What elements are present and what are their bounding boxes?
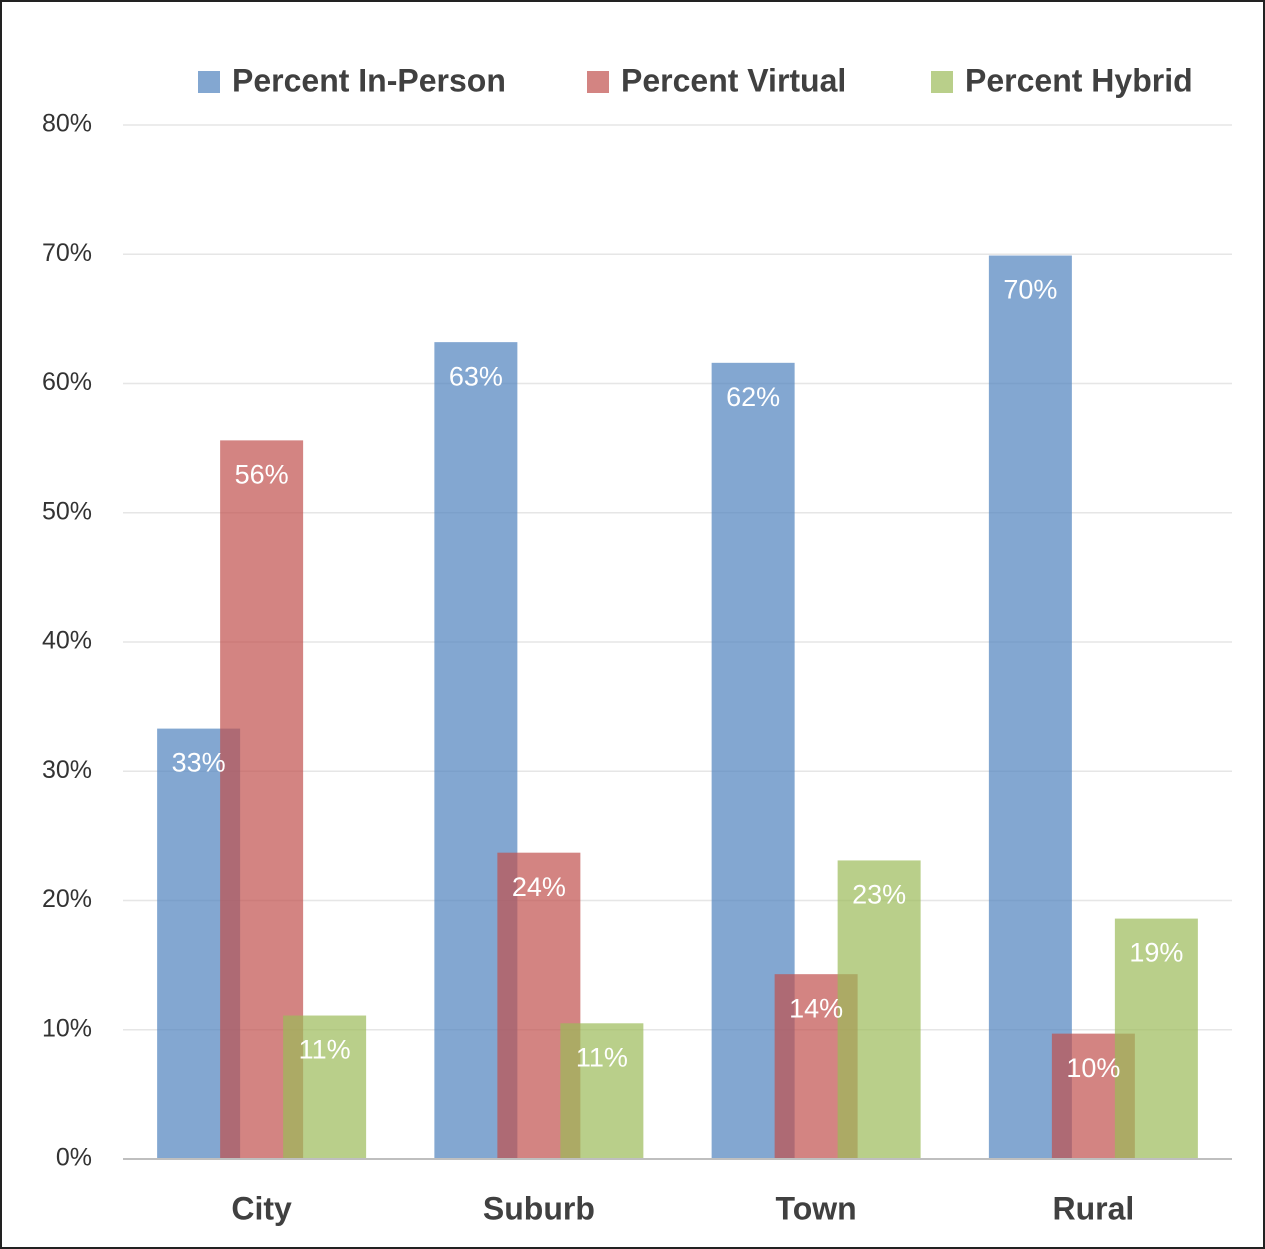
legend-swatch — [587, 71, 609, 93]
bar — [988, 255, 1072, 1160]
data-label: 11% — [299, 1035, 351, 1065]
bar — [283, 1015, 367, 1159]
legend-label: Percent Hybrid — [965, 62, 1193, 98]
data-label: 23% — [852, 880, 906, 910]
data-label: 14% — [789, 993, 843, 1023]
y-tick-label: 10% — [42, 1014, 92, 1042]
data-label: 63% — [449, 361, 503, 391]
data-label: 33% — [172, 748, 226, 778]
y-tick-label: 0% — [56, 1144, 92, 1172]
y-tick-label: 70% — [42, 239, 92, 267]
x-tick-label: City — [231, 1190, 292, 1226]
legend-swatch — [198, 71, 220, 93]
x-tick-label: Town — [776, 1190, 857, 1226]
data-label: 62% — [726, 382, 780, 412]
data-label: 24% — [512, 872, 566, 902]
y-tick-label: 30% — [42, 756, 92, 784]
data-label: 19% — [1129, 938, 1183, 968]
x-tick-label: Rural — [1052, 1190, 1134, 1226]
y-tick-label: 40% — [42, 627, 92, 655]
y-tick-label: 50% — [42, 497, 92, 525]
legend-swatch — [931, 71, 953, 93]
bar — [1114, 918, 1198, 1159]
bar — [560, 1023, 644, 1159]
data-label: 10% — [1066, 1053, 1120, 1083]
bar — [837, 860, 921, 1159]
y-tick-label: 20% — [42, 885, 92, 913]
y-tick-label: 60% — [42, 368, 92, 396]
x-tick-label: Suburb — [483, 1190, 595, 1226]
data-label: 70% — [1003, 275, 1057, 305]
legend-label: Percent Virtual — [621, 62, 846, 98]
data-label: 56% — [235, 459, 289, 489]
y-tick-label: 80% — [42, 110, 92, 138]
data-label: 11% — [576, 1042, 628, 1072]
legend-label: Percent In-Person — [232, 62, 506, 98]
